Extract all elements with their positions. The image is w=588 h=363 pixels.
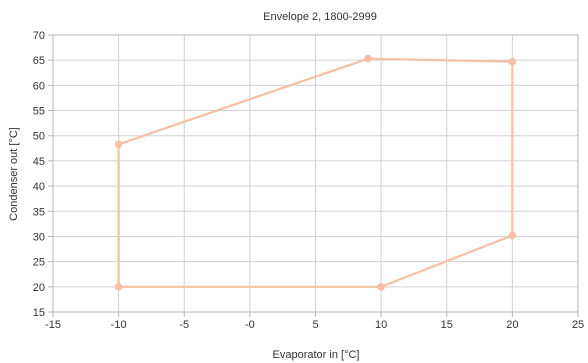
y-tick-label: 70 <box>33 30 45 42</box>
x-axis-title: Evaporator in [°C] <box>273 349 360 361</box>
y-tick-label: 35 <box>33 206 45 218</box>
y-tick-label: 15 <box>33 307 45 319</box>
x-tick-label: 25 <box>572 319 584 331</box>
x-tick-label: 20 <box>506 319 518 331</box>
y-tick-label: 65 <box>33 55 45 67</box>
y-tick-label: 50 <box>33 131 45 143</box>
y-axis-title: Condenser out [°C] <box>8 127 20 221</box>
y-tick-label: 25 <box>33 257 45 269</box>
data-point[interactable] <box>508 231 517 240</box>
y-tick-label: 55 <box>33 106 45 118</box>
x-tick-label: 5 <box>312 319 318 331</box>
x-tick-label: -15 <box>45 319 61 331</box>
x-tick-label: -5 <box>179 319 189 331</box>
series-layer <box>114 54 517 291</box>
y-tick-label: 20 <box>33 282 45 294</box>
x-tick-label: 10 <box>375 319 387 331</box>
y-axis: 15 20 25 30 35 40 45 50 55 60 65 70 <box>33 30 53 319</box>
chart-title: Envelope 2, 1800-2999 <box>263 11 377 23</box>
data-point[interactable] <box>114 140 123 149</box>
data-point[interactable] <box>364 54 372 63</box>
y-tick-label: 30 <box>33 231 45 243</box>
x-tick-label: -10 <box>111 319 127 331</box>
data-point[interactable] <box>377 283 385 291</box>
y-tick-label: 60 <box>33 80 45 92</box>
y-tick-label: 40 <box>33 181 45 193</box>
data-point[interactable] <box>508 57 517 66</box>
y-tick-label: 45 <box>33 156 45 168</box>
x-tick-label: 15 <box>441 319 453 331</box>
x-axis: -15 -10 -5 -0 5 10 15 20 25 <box>45 312 584 331</box>
data-point[interactable] <box>114 283 123 291</box>
x-tick-label: -0 <box>245 319 255 331</box>
